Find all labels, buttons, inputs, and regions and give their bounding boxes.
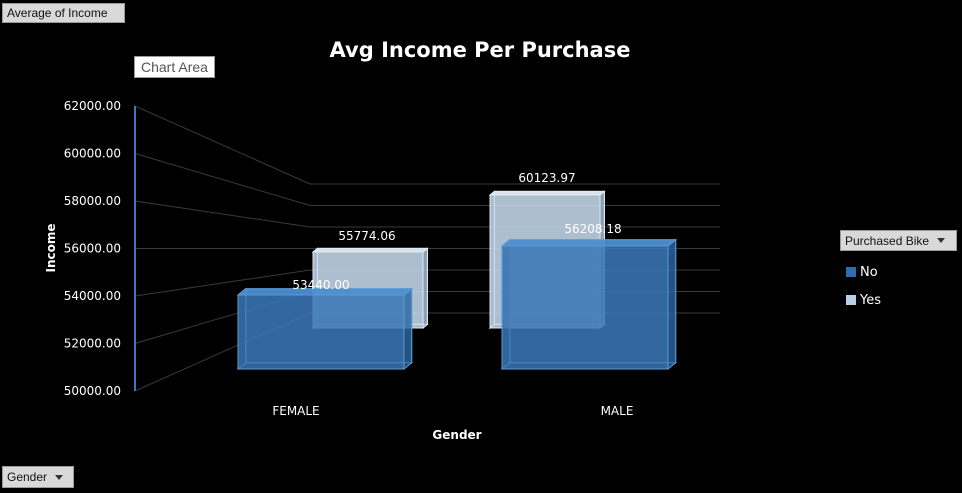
y-tick-label: 56000.00 [64, 242, 121, 256]
data-label-no: 53440.00 [292, 278, 349, 292]
gridline [134, 105, 720, 185]
legend-field-button[interactable]: Purchased Bike [840, 230, 957, 251]
x-tick-label: MALE [601, 404, 634, 418]
value-field-label: Average of Income [7, 6, 108, 20]
gridline [134, 153, 720, 206]
chart-title: Avg Income Per Purchase [329, 38, 631, 62]
bar-no-0[interactable] [236, 287, 414, 371]
bar-yes-1-face [488, 190, 606, 196]
legend-swatch-yes [846, 295, 856, 305]
chart-area-tooltip: Chart Area [134, 56, 215, 78]
data-label-yes: 55774.06 [338, 229, 395, 243]
axis-field-label: Gender [7, 470, 48, 484]
bar-yes-0-face [311, 247, 429, 253]
bar-no-1-face [501, 245, 669, 370]
bar-no-1-face [500, 239, 678, 247]
bar-no-0-face [237, 294, 405, 370]
data-label-yes: 60123.97 [518, 171, 575, 185]
y-tick-label: 50000.00 [64, 384, 121, 398]
legend-item-yes[interactable]: Yes [846, 286, 881, 314]
y-tick-label: 62000.00 [64, 99, 121, 113]
y-axis-title: Income [44, 223, 58, 272]
y-tick-label: 52000.00 [64, 337, 121, 351]
legend-field-label: Purchased Bike [845, 233, 930, 248]
dropdown-arrow-icon [937, 238, 946, 243]
x-axis-title: Gender [432, 428, 481, 442]
legend-item-no[interactable]: No [846, 258, 881, 286]
bar-no-0-face [403, 287, 413, 371]
bar-no-1[interactable] [500, 238, 678, 371]
value-field-button[interactable]: Average of Income [2, 3, 125, 23]
legend: No Yes [846, 258, 881, 314]
y-tick-label: 58000.00 [64, 194, 121, 208]
legend-swatch-no [846, 267, 856, 277]
axis-field-button[interactable]: Gender [2, 466, 74, 488]
dropdown-arrow-icon [55, 474, 64, 480]
legend-label-no: No [860, 264, 878, 280]
data-label-no: 56208.18 [564, 222, 621, 236]
y-tick-label: 54000.00 [64, 289, 121, 303]
legend-label-yes: Yes [860, 292, 881, 308]
gridline [134, 200, 720, 228]
x-tick-label: FEMALE [272, 404, 319, 418]
bar-yes-0-face [422, 247, 428, 330]
y-tick-label: 60000.00 [64, 147, 121, 161]
bar-no-1-face [667, 238, 677, 371]
